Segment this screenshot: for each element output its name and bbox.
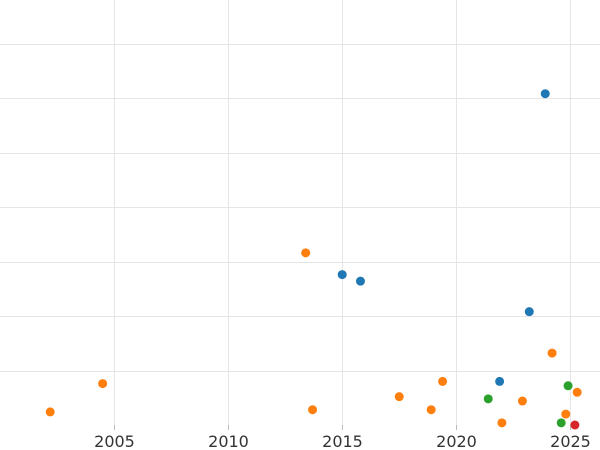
data-point-s0-3: [524, 307, 534, 317]
data-point-s2-0: [483, 394, 493, 404]
data-point-s0-0: [540, 89, 550, 99]
x-tick-label-1: 2010: [208, 432, 249, 450]
data-point-s0-2: [355, 276, 365, 286]
x-axis-ticks: 2005 2010 2015 2020 2025: [94, 425, 591, 450]
data-points: [45, 89, 582, 430]
data-point-s1-3: [308, 405, 318, 415]
data-point-s1-7: [497, 418, 507, 428]
data-point-s1-4: [394, 392, 404, 402]
grid-layer: [0, 0, 600, 425]
data-point-s1-1: [98, 379, 108, 389]
x-tick-label-2: 2015: [322, 432, 363, 450]
data-point-s1-9: [547, 348, 557, 358]
data-point-s2-1: [563, 381, 573, 391]
data-point-s1-11: [572, 387, 582, 397]
x-tick-label-0: 2005: [94, 432, 135, 450]
data-point-s1-5: [426, 405, 436, 415]
data-point-s0-4: [495, 376, 505, 386]
data-point-s2-2: [556, 418, 566, 428]
data-point-s1-0: [45, 407, 55, 417]
x-tick-label-4: 2025: [550, 432, 591, 450]
data-point-s0-1: [337, 270, 347, 280]
data-point-s1-10: [561, 409, 571, 419]
data-point-s1-2: [301, 248, 311, 258]
data-point-s3-0: [570, 420, 580, 430]
x-tick-label-3: 2020: [436, 432, 477, 450]
data-point-s1-6: [438, 376, 448, 386]
data-point-s1-8: [517, 396, 527, 406]
